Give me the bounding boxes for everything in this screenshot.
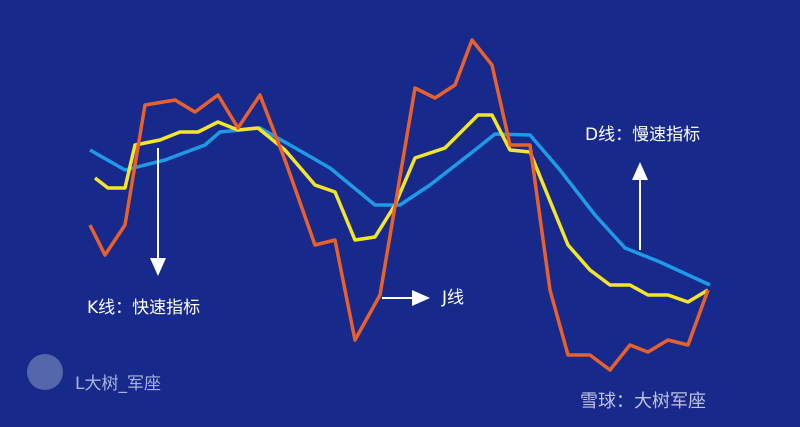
annotation: J线 — [441, 288, 464, 308]
annotation: K线：快速指标 — [87, 298, 200, 318]
watermark: 雪球：大树军座 — [580, 391, 706, 412]
line-series — [93, 113, 709, 304]
plot — [88, 38, 711, 372]
line-series — [88, 38, 710, 372]
watermark: L大树_军座 — [75, 374, 161, 394]
line-series — [89, 126, 711, 287]
avatar — [27, 354, 63, 390]
annotation: D线：慢速指标 — [585, 124, 700, 145]
